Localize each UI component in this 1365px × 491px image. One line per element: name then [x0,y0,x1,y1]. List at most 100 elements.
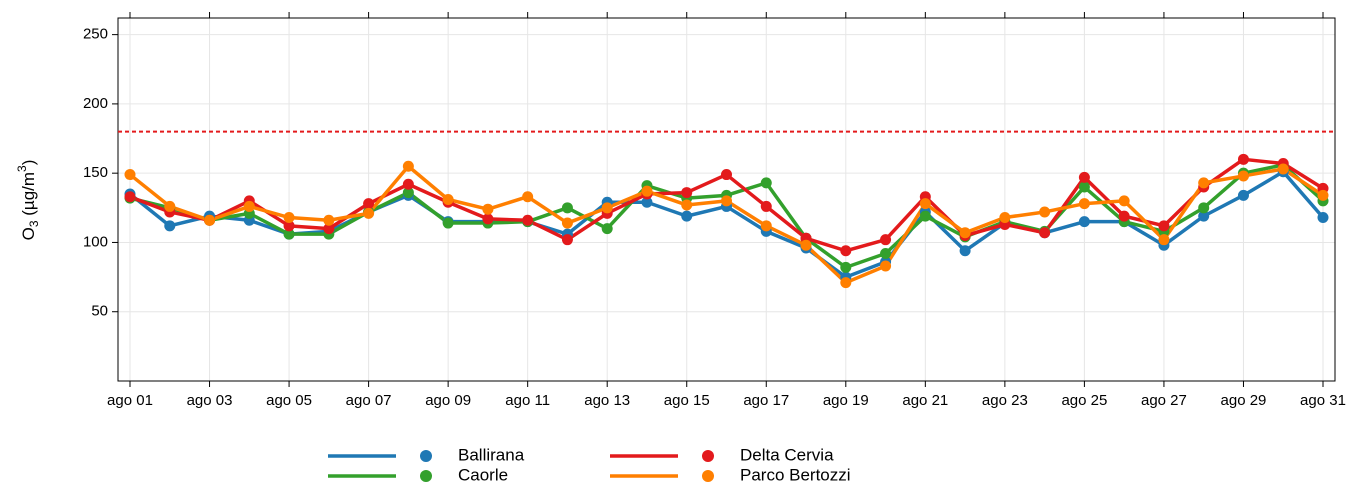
point [402,187,414,199]
point [1039,227,1051,239]
y-label-part: O [19,227,38,240]
point [601,202,613,214]
point [283,212,295,224]
x-tick-label: ago 31 [1300,392,1346,409]
point [721,169,732,181]
point [561,217,573,229]
point [1237,189,1249,201]
point [283,220,295,232]
point [840,245,852,257]
point [919,210,931,222]
y-tick-label: 250 [83,26,108,43]
point [760,177,772,189]
series-line [128,170,1325,279]
point [1237,153,1249,165]
legend-label: Delta Cervia [740,445,834,464]
y-label-sub: 3 [27,220,41,227]
y-tick-label: 200 [83,95,108,112]
series-line [128,164,1324,285]
point [641,185,653,197]
point [880,248,892,260]
point [363,207,375,219]
point [1078,171,1090,183]
point [840,261,852,273]
point [681,187,693,199]
point [283,228,295,240]
y-tick-label: 150 [83,164,108,181]
point [243,200,255,212]
point [363,198,375,210]
point [880,234,892,246]
point [721,195,732,207]
legend-marker [420,450,432,462]
point [164,200,176,212]
point [959,227,971,239]
x-tick-label: ago 03 [187,392,233,409]
x-tick-label: ago 01 [107,392,153,409]
point [323,223,335,235]
x-tick-label: ago 13 [584,392,630,409]
y-label-part: ) [19,160,38,166]
legend-label: Ballirana [458,445,525,464]
point [1118,195,1130,207]
legend-label: Caorle [458,465,508,484]
point [999,212,1011,224]
x-tick-label: ago 21 [902,392,948,409]
point [164,220,176,232]
point [1078,216,1090,228]
legend-marker [702,470,714,482]
point [323,214,335,226]
point [1277,163,1289,175]
point [1158,234,1170,246]
y-axis-label: O3 (µg/m3) [15,160,41,241]
point [641,196,653,208]
point [880,260,892,272]
x-tick-label: ago 19 [823,392,869,409]
point [1198,177,1210,189]
x-tick-label: ago 17 [743,392,789,409]
x-tick-label: ago 23 [982,392,1028,409]
y-tick-label: 50 [91,303,108,320]
point [1078,181,1090,193]
x-tick-label: ago 05 [266,392,312,409]
point [760,200,772,212]
point [1039,206,1051,218]
point [561,202,573,214]
point [800,239,812,251]
x-tick-label: ago 29 [1221,392,1267,409]
x-tick-label: ago 27 [1141,392,1187,409]
plot-frame [117,17,1336,382]
legend-label: Parco Bertozzi [740,465,851,484]
point [442,194,454,205]
point [1198,210,1210,222]
series-line [129,163,1325,270]
point [402,160,414,172]
x-tick-label: ago 07 [346,392,392,409]
point [204,214,216,226]
point [124,169,136,181]
point [402,178,414,190]
point [482,213,494,225]
point [1317,212,1329,224]
point [959,245,971,257]
point [601,223,613,235]
x-tick-label: ago 15 [664,392,710,409]
x-tick-label: ago 11 [505,392,550,409]
point [1158,220,1170,232]
point [1198,202,1210,214]
point [840,277,852,289]
y-tick-label: 100 [83,233,108,250]
point [681,199,693,211]
point [482,203,494,215]
y-label-sup: 3 [15,165,29,172]
point [919,198,931,210]
point [124,191,136,203]
point [681,210,693,222]
point [522,214,534,226]
point [1118,210,1130,222]
legend-marker [702,450,714,462]
x-tick-label: ago 09 [425,392,471,409]
